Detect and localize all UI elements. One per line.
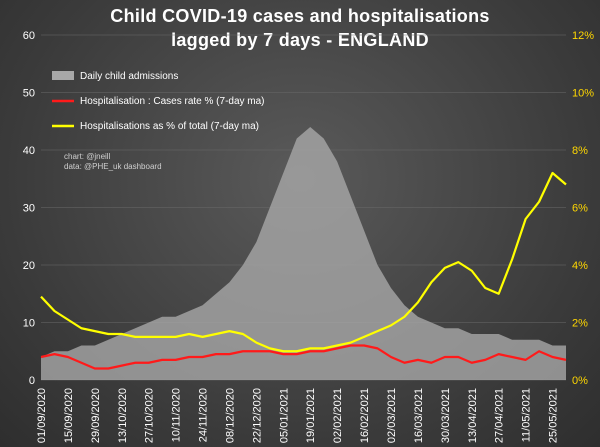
x-tick-label: 22/12/2020 — [251, 388, 263, 443]
legend: Daily child admissions Hospitalisation :… — [52, 71, 265, 132]
y-left-tick-label: 30 — [23, 203, 35, 215]
y-right-tick-label: 2% — [572, 318, 588, 330]
x-tick-label: 05/01/2021 — [278, 388, 290, 443]
y-right-tick-label: 8% — [572, 145, 588, 157]
y-right-tick-label: 0% — [572, 375, 588, 387]
x-tick-label: 02/03/2021 — [386, 388, 398, 443]
x-tick-label: 15/09/2020 — [63, 388, 75, 443]
annotation-chart-credit: chart: @jneill — [64, 152, 111, 161]
x-tick-label: 11/05/2021 — [521, 388, 533, 442]
y-right-tick-label: 4% — [572, 260, 588, 272]
x-tick-label: 27/04/2021 — [494, 388, 506, 443]
series-admissions-area — [41, 127, 566, 380]
x-tick-label: 08/12/2020 — [224, 388, 236, 443]
x-axis: 01/09/2020 15/09/2020 29/09/2020 13/10/2020… — [36, 388, 560, 443]
x-tick-label: 19/01/2021 — [305, 388, 317, 443]
y-right-tick-label: 10% — [572, 88, 594, 100]
x-tick-label: 30/03/2021 — [440, 388, 452, 443]
x-tick-label: 13/04/2021 — [467, 388, 479, 443]
y-left-tick-label: 60 — [23, 30, 35, 42]
x-tick-label: 01/09/2020 — [36, 388, 48, 443]
x-tick-label: 13/10/2020 — [117, 388, 129, 443]
x-tick-label: 25/05/2021 — [548, 388, 560, 443]
x-tick-label: 24/11/2020 — [198, 388, 210, 442]
series-rate-line — [40, 344, 567, 370]
x-tick-label: 27/10/2020 — [144, 388, 156, 443]
area-layer — [41, 127, 566, 380]
x-tick-label: 02/02/2021 — [332, 388, 344, 443]
y-left-tick-label: 50 — [23, 88, 35, 100]
y-right-tick-label: 6% — [572, 203, 588, 215]
x-tick-label: 16/02/2021 — [359, 388, 371, 443]
y-left-tick-label: 40 — [23, 145, 35, 157]
legend-label-pct: Hospitalisations as % of total (7-day ma… — [80, 121, 259, 132]
y-axis-left: 0 10 20 30 40 50 60 — [23, 30, 35, 387]
y-right-tick-label: 12% — [572, 30, 594, 42]
legend-label-admissions: Daily child admissions — [80, 71, 178, 82]
legend-label-rate: Hospitalisation : Cases rate % (7-day ma… — [80, 96, 265, 107]
y-axis-right: 0% 2% 4% 6% 8% 10% 12% — [572, 30, 594, 387]
x-tick-label: 10/11/2020 — [171, 388, 183, 442]
series-pct-line — [40, 171, 567, 353]
line-layer — [40, 171, 567, 370]
chart-title-line1: Child COVID-19 cases and hospitalisation… — [110, 6, 490, 26]
y-left-tick-label: 10 — [23, 318, 35, 330]
y-left-tick-label: 0 — [29, 375, 35, 387]
x-tick-label: 29/09/2020 — [90, 388, 102, 443]
annotation-data-source: data: @PHE_uk dashboard — [64, 162, 162, 171]
legend-swatch-admissions — [52, 71, 74, 80]
y-left-tick-label: 20 — [23, 260, 35, 272]
x-tick-label: 16/03/2021 — [413, 388, 425, 443]
